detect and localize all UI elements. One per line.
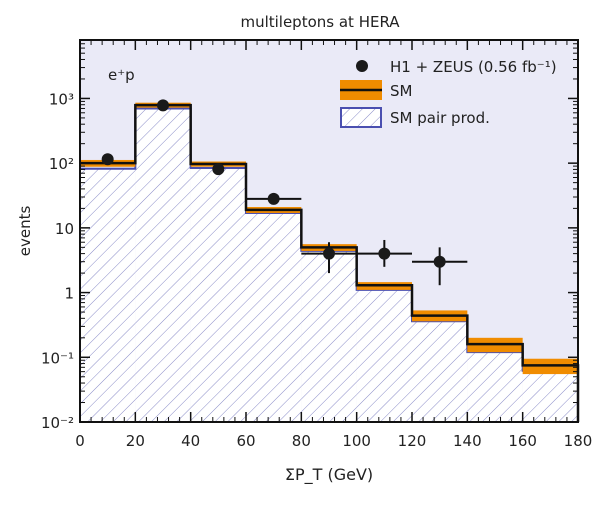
x-tick-label: 120: [398, 432, 427, 450]
y-tick-label: 10⁻¹: [41, 349, 74, 367]
data-point: [323, 247, 335, 260]
legend-pair-label: SM pair prod.: [390, 109, 490, 127]
data-point: [101, 153, 114, 166]
data-point: [212, 163, 225, 176]
sm-histogram-line: [80, 103, 580, 422]
x-tick-label: 80: [292, 432, 311, 450]
x-tick-label: 140: [453, 432, 482, 450]
pair-prod-bar: [301, 250, 357, 422]
pair-prod-bar: [135, 108, 191, 423]
x-tick-label: 100: [342, 432, 371, 450]
pair-prod-bar: [412, 321, 468, 422]
x-axis-label: ΣP_T (GeV): [285, 465, 373, 485]
data-point: [267, 192, 280, 205]
pair-prod-bar: [467, 352, 523, 422]
y-axis-label: events: [16, 206, 34, 257]
legend: H1 + ZEUS (0.56 fb⁻¹) SM SM pair prod.: [340, 58, 557, 128]
data-point: [378, 247, 391, 260]
x-tick-label: 60: [236, 432, 255, 450]
x-tick-label: 40: [181, 432, 200, 450]
pair-prod-bar: [190, 168, 246, 422]
y-tick-label: 1: [64, 285, 74, 303]
data-point: [433, 255, 446, 268]
x-tick-label: 160: [508, 432, 537, 450]
pair-prod-bar: [356, 289, 412, 422]
legend-data-marker: [356, 60, 368, 72]
legend-pair-swatch: [340, 107, 382, 128]
x-tick-label: 0: [75, 432, 85, 450]
x-tick-label: 180: [564, 432, 593, 450]
y-tick-label: 10⁻²: [41, 414, 74, 432]
pair-prod-bar: [80, 168, 136, 422]
y-tick-label: 10³: [49, 90, 74, 108]
y-tick-label: 10: [55, 220, 74, 238]
beam-annotation: e⁺p: [108, 66, 135, 84]
chart-title: multileptons at HERA: [240, 13, 400, 31]
data-point: [157, 99, 169, 112]
x-tick-label: 20: [126, 432, 145, 450]
legend-sm-label: SM: [390, 82, 412, 100]
pair-prod-bar: [246, 212, 302, 422]
legend-data-label: H1 + ZEUS (0.56 fb⁻¹): [390, 58, 557, 76]
pair-prod-bar: [522, 370, 578, 422]
y-tick-label: 10²: [49, 155, 74, 173]
